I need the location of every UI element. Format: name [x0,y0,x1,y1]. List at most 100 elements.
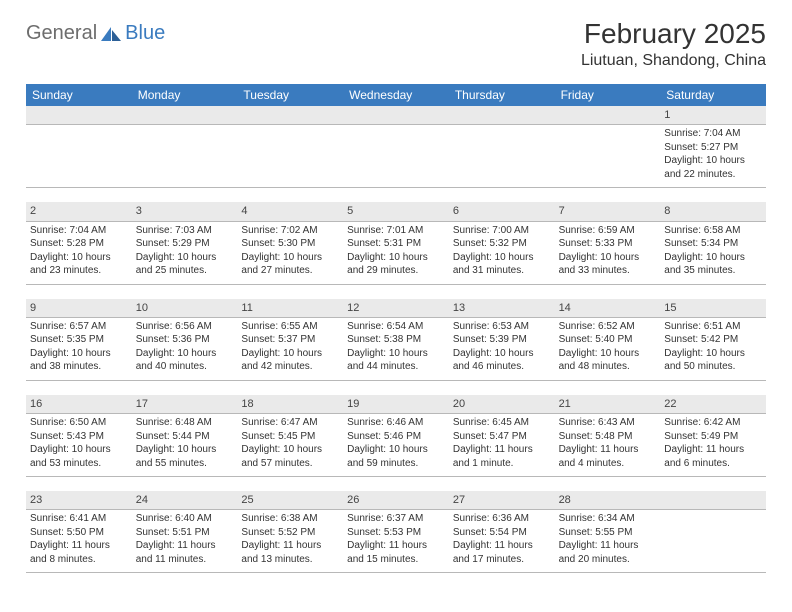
daylight2-text: and 8 minutes. [30,553,128,567]
day-detail-cell: Sunrise: 6:56 AMSunset: 5:36 PMDaylight:… [132,318,238,380]
day-number-cell: 9 [26,299,132,317]
day-number-cell: 11 [237,299,343,317]
spacer-row [26,188,766,202]
daylight1-text: Daylight: 11 hours [347,539,445,553]
day-header-wednesday: Wednesday [343,84,449,106]
spacer-cell [449,285,555,299]
day-number-cell: 2 [26,202,132,220]
day-number-cell: 18 [237,395,343,413]
logo-sail-icon [99,25,123,43]
spacer-row [26,285,766,299]
sunset-text: Sunset: 5:30 PM [241,237,339,251]
sunset-text: Sunset: 5:36 PM [136,333,234,347]
logo-text-general: General [26,22,97,45]
detail-row: Sunrise: 7:04 AMSunset: 5:27 PMDaylight:… [26,125,766,188]
sunset-text: Sunset: 5:45 PM [241,430,339,444]
daylight2-text: and 48 minutes. [559,360,657,374]
spacer-cell [343,381,449,395]
sunrise-text: Sunrise: 6:41 AM [30,512,128,526]
daylight2-text: and 15 minutes. [347,553,445,567]
daylight1-text: Daylight: 10 hours [30,347,128,361]
day-number-cell: 28 [555,491,661,509]
daylight1-text: Daylight: 10 hours [664,154,762,168]
sunrise-text: Sunrise: 6:55 AM [241,320,339,334]
day-detail-cell: Sunrise: 7:02 AMSunset: 5:30 PMDaylight:… [237,222,343,284]
sunrise-text: Sunrise: 6:56 AM [136,320,234,334]
spacer-cell [555,285,661,299]
spacer-cell [660,477,766,491]
day-detail-cell: Sunrise: 6:40 AMSunset: 5:51 PMDaylight:… [132,510,238,572]
day-number-cell [449,106,555,124]
sunset-text: Sunset: 5:49 PM [664,430,762,444]
day-number-cell [132,106,238,124]
sunset-text: Sunset: 5:54 PM [453,526,551,540]
sunset-text: Sunset: 5:48 PM [559,430,657,444]
day-number-cell [26,106,132,124]
daylight2-text: and 46 minutes. [453,360,551,374]
day-number-cell: 8 [660,202,766,220]
detail-row: Sunrise: 7:04 AMSunset: 5:28 PMDaylight:… [26,222,766,285]
spacer-cell [660,188,766,202]
day-number-cell: 7 [555,202,661,220]
daylight2-text: and 42 minutes. [241,360,339,374]
day-detail-cell [660,510,766,572]
sunset-text: Sunset: 5:44 PM [136,430,234,444]
day-detail-cell [555,125,661,187]
day-detail-cell [343,125,449,187]
daylight1-text: Daylight: 11 hours [559,539,657,553]
sunset-text: Sunset: 5:38 PM [347,333,445,347]
sunrise-text: Sunrise: 6:36 AM [453,512,551,526]
day-detail-cell: Sunrise: 6:45 AMSunset: 5:47 PMDaylight:… [449,414,555,476]
sunset-text: Sunset: 5:51 PM [136,526,234,540]
sunrise-text: Sunrise: 7:02 AM [241,224,339,238]
day-number-cell: 16 [26,395,132,413]
day-number-cell: 13 [449,299,555,317]
daylight1-text: Daylight: 10 hours [347,251,445,265]
day-detail-cell: Sunrise: 6:55 AMSunset: 5:37 PMDaylight:… [237,318,343,380]
detail-row: Sunrise: 6:57 AMSunset: 5:35 PMDaylight:… [26,318,766,381]
sunset-text: Sunset: 5:39 PM [453,333,551,347]
day-detail-cell: Sunrise: 6:59 AMSunset: 5:33 PMDaylight:… [555,222,661,284]
day-header-saturday: Saturday [660,84,766,106]
sunset-text: Sunset: 5:40 PM [559,333,657,347]
title-block: February 2025 Liutuan, Shandong, China [581,18,766,70]
daylight2-text: and 23 minutes. [30,264,128,278]
day-number-cell: 20 [449,395,555,413]
daylight2-text: and 53 minutes. [30,457,128,471]
day-header-monday: Monday [132,84,238,106]
day-detail-cell: Sunrise: 6:38 AMSunset: 5:52 PMDaylight:… [237,510,343,572]
spacer-cell [26,188,132,202]
sunrise-text: Sunrise: 6:58 AM [664,224,762,238]
day-number-cell: 12 [343,299,449,317]
daylight1-text: Daylight: 10 hours [664,347,762,361]
daynum-row: 9101112131415 [26,299,766,318]
sunrise-text: Sunrise: 6:48 AM [136,416,234,430]
spacer-row [26,381,766,395]
day-detail-cell: Sunrise: 6:57 AMSunset: 5:35 PMDaylight:… [26,318,132,380]
daylight1-text: Daylight: 10 hours [664,251,762,265]
spacer-cell [26,285,132,299]
daylight1-text: Daylight: 10 hours [241,443,339,457]
day-detail-cell: Sunrise: 6:43 AMSunset: 5:48 PMDaylight:… [555,414,661,476]
daylight1-text: Daylight: 10 hours [559,251,657,265]
spacer-cell [237,285,343,299]
day-number-cell: 10 [132,299,238,317]
day-detail-cell: Sunrise: 7:03 AMSunset: 5:29 PMDaylight:… [132,222,238,284]
daylight2-text: and 27 minutes. [241,264,339,278]
daylight2-text: and 4 minutes. [559,457,657,471]
sunset-text: Sunset: 5:43 PM [30,430,128,444]
day-number-cell: 22 [660,395,766,413]
daylight2-text: and 20 minutes. [559,553,657,567]
sunset-text: Sunset: 5:47 PM [453,430,551,444]
spacer-cell [555,381,661,395]
day-number-cell: 26 [343,491,449,509]
day-detail-cell [132,125,238,187]
sunset-text: Sunset: 5:55 PM [559,526,657,540]
spacer-cell [343,188,449,202]
spacer-cell [132,188,238,202]
sunrise-text: Sunrise: 6:40 AM [136,512,234,526]
detail-row: Sunrise: 6:50 AMSunset: 5:43 PMDaylight:… [26,414,766,477]
day-number-cell: 1 [660,106,766,124]
day-number-cell: 27 [449,491,555,509]
day-detail-cell: Sunrise: 6:46 AMSunset: 5:46 PMDaylight:… [343,414,449,476]
